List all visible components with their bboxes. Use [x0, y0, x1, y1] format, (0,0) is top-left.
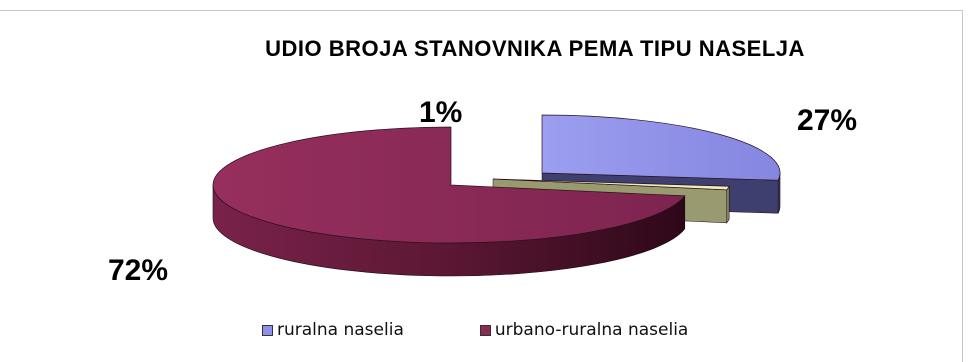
right-border-line	[962, 10, 963, 362]
slice-label-small: 1%	[419, 96, 463, 129]
slice-label-urbano-ruralna: 72%	[108, 254, 169, 287]
legend-label-urbano-ruralna: urbano-ruralna naselia	[494, 320, 689, 340]
pie-slice-side-small	[726, 186, 730, 224]
legend-swatch-urbano-ruralna	[479, 324, 491, 336]
chart-legend: ruralna naselia urbano-ruralna naselia	[262, 318, 688, 342]
pie-slice-urbano-ruralna	[212, 126, 686, 244]
pie-slice-small	[492, 178, 730, 191]
pie-slice-ruralna	[541, 114, 781, 181]
top-border-line	[0, 10, 962, 11]
legend-swatch-ruralna	[262, 324, 273, 336]
legend-item-ruralna: ruralna naselia	[262, 320, 404, 340]
slice-label-ruralna: 27%	[797, 104, 858, 137]
legend-item-urbano-ruralna: urbano-ruralna naselia	[479, 320, 689, 340]
legend-label-ruralna: ruralna naselia	[277, 320, 404, 340]
chart-title: UDIO BROJA STANOVNIKA PEMA TIPU NASELJA	[265, 36, 805, 61]
